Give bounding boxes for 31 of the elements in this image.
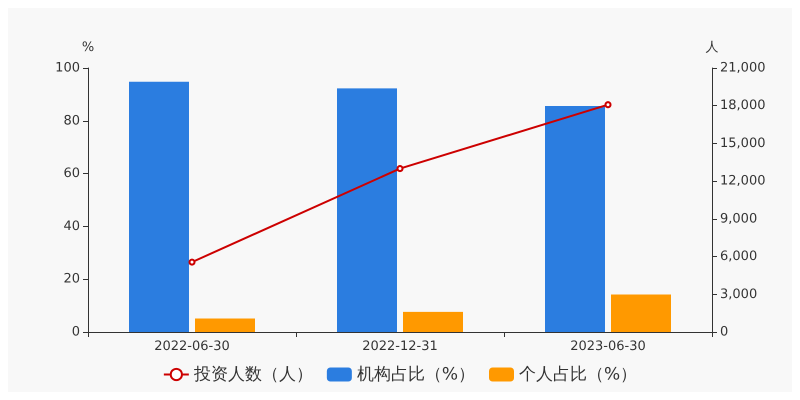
- y2-tick-label: 18,000: [720, 98, 766, 114]
- y2-tick-label: 15,000: [720, 136, 766, 151]
- y-tick-label: 0: [72, 324, 80, 340]
- bar: [403, 312, 463, 332]
- x-tick-label: 2022-06-30: [154, 339, 230, 354]
- y-tick-label: 80: [63, 113, 80, 128]
- y2-tick-label: 9,000: [720, 211, 758, 226]
- bar: [337, 88, 397, 332]
- y-tick-label: 40: [63, 218, 80, 234]
- legend-label: 投资人数（人）: [192, 364, 313, 384]
- point: [604, 101, 612, 108]
- y2-tick-label: 3,000: [720, 286, 758, 302]
- bar: [195, 318, 255, 332]
- x-tick-label: 2022-12-31: [362, 339, 438, 354]
- y-tick-label: 100: [55, 60, 80, 76]
- y2-tick-label: 0: [720, 324, 728, 340]
- bar: [611, 294, 671, 332]
- y2-tick-label: 21,000: [720, 60, 766, 76]
- y2-tick-label: 12,000: [720, 174, 766, 189]
- bar: [129, 82, 189, 332]
- y-tick-label: 60: [63, 166, 80, 182]
- bar: [545, 106, 605, 332]
- point: [396, 165, 404, 172]
- legend-label: 机构占比（%）: [356, 364, 476, 384]
- y-tick-label: 20: [63, 272, 80, 287]
- legend-label: 个人占比（%）: [519, 364, 638, 384]
- x-tick-label: 2023-06-30: [570, 339, 646, 354]
- y-axis-title: %: [82, 40, 94, 55]
- point: [188, 258, 196, 266]
- y2-axis-title: 人: [706, 40, 718, 55]
- y2-tick-label: 6,000: [720, 249, 758, 264]
